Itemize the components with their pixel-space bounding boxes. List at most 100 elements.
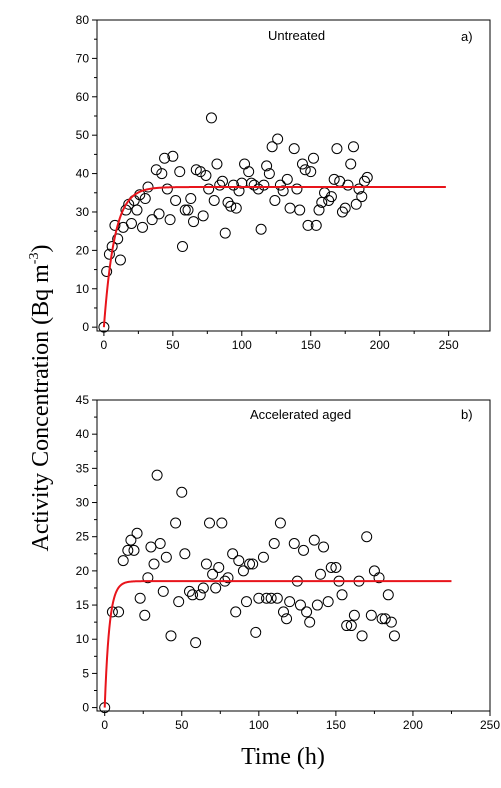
data-point — [150, 164, 162, 176]
y-tick-label: 30 — [76, 496, 90, 510]
data-point — [219, 227, 231, 239]
y-tick-label: 30 — [76, 205, 90, 219]
data-point — [382, 589, 394, 601]
data-point — [307, 152, 319, 164]
panel-a-ticks: 0 50 100 150 200 250 0 10 20 30 40 50 60 70 80 — [76, 13, 459, 352]
data-point — [311, 599, 323, 611]
data-point — [356, 191, 368, 203]
data-point — [281, 173, 293, 185]
data-point — [331, 143, 343, 155]
data-point — [197, 210, 209, 222]
data-point — [284, 202, 296, 214]
data-point — [298, 544, 310, 556]
data-point — [194, 166, 206, 178]
data-point — [222, 572, 234, 584]
data-point — [239, 158, 251, 170]
data-point — [328, 173, 340, 185]
data-point — [255, 223, 267, 235]
panel-b-plot-area — [96, 399, 491, 712]
data-point — [258, 179, 270, 191]
data-point — [345, 620, 357, 632]
data-point — [325, 191, 337, 203]
x-tick-label: 0 — [101, 718, 108, 732]
x-tick-label: 250 — [480, 718, 500, 732]
data-point — [268, 538, 280, 550]
data-point — [271, 592, 283, 604]
data-point — [291, 183, 303, 195]
data-point — [294, 599, 306, 611]
data-point — [211, 158, 223, 170]
data-point — [266, 141, 278, 153]
data-point — [322, 596, 334, 608]
data-point — [125, 217, 137, 229]
data-point — [156, 168, 168, 180]
data-point — [318, 541, 330, 553]
data-point — [233, 555, 245, 567]
y-tick-label: 40 — [76, 427, 90, 441]
data-point — [188, 216, 200, 228]
data-point — [134, 592, 146, 604]
data-point — [146, 214, 158, 226]
data-point — [194, 589, 206, 601]
panel-b-fit-curve — [103, 580, 452, 708]
data-point — [210, 582, 222, 594]
data-point — [182, 204, 194, 216]
x-tick-label: 100 — [232, 338, 252, 352]
data-point — [203, 183, 215, 195]
data-point — [257, 551, 269, 563]
x-tick-label: 200 — [370, 338, 390, 352]
data-point — [176, 241, 188, 253]
data-point — [216, 517, 228, 529]
y-tick-label: 80 — [76, 13, 90, 27]
y-tick-label: 60 — [76, 90, 90, 104]
data-point — [281, 613, 293, 625]
data-point — [103, 248, 115, 260]
data-point — [350, 198, 362, 210]
data-point — [205, 112, 217, 124]
data-point — [213, 561, 225, 573]
data-point — [250, 626, 262, 638]
data-point — [288, 143, 300, 155]
y-tick-label: 25 — [76, 530, 90, 544]
data-point — [157, 585, 169, 597]
data-point — [207, 568, 219, 580]
data-point — [222, 196, 234, 208]
data-point — [131, 204, 143, 216]
panel-a-plot-area — [96, 19, 491, 332]
y-axis-title: Activity Concentration (Bq m-3) — [27, 245, 54, 552]
data-point — [225, 200, 237, 212]
data-point — [253, 592, 265, 604]
panel-a-points — [98, 112, 373, 333]
x-tick-label: 250 — [439, 338, 459, 352]
y-tick-label: 40 — [76, 167, 90, 181]
data-point — [151, 469, 163, 481]
data-point — [142, 572, 154, 584]
y-tick-label: 5 — [82, 666, 89, 680]
data-point — [304, 616, 316, 628]
data-point — [167, 150, 179, 162]
data-point — [185, 193, 197, 205]
data-point — [174, 166, 186, 178]
data-point — [179, 548, 191, 560]
data-point — [365, 609, 377, 621]
data-point — [228, 179, 240, 191]
y-tick-label: 50 — [76, 128, 90, 142]
data-point — [128, 544, 140, 556]
data-point — [348, 609, 360, 621]
data-point — [388, 630, 400, 642]
data-point — [148, 558, 160, 570]
data-point — [227, 548, 239, 560]
data-point — [310, 219, 322, 231]
data-point — [244, 558, 256, 570]
data-point — [139, 193, 151, 205]
data-point — [308, 534, 320, 546]
data-point — [112, 233, 124, 245]
data-point — [204, 517, 216, 529]
data-point — [325, 561, 337, 573]
data-point — [248, 179, 260, 191]
data-point — [342, 179, 354, 191]
y-axis-title-superscript: -3 — [27, 253, 42, 265]
panel-a-letter: a) — [461, 29, 473, 44]
data-point — [131, 527, 143, 539]
